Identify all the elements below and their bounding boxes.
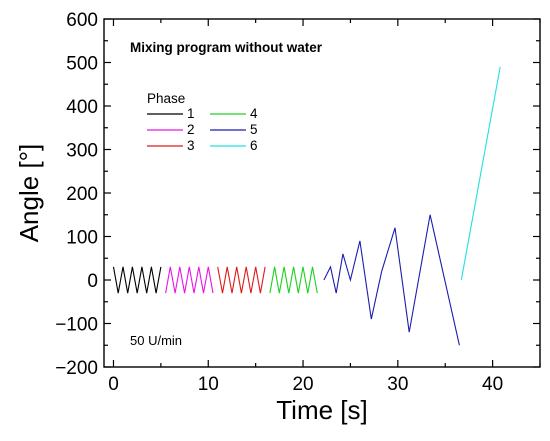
x-tick-label: 10 (198, 374, 219, 395)
x-tick-label: 20 (292, 374, 313, 395)
y-tick-label: −100 (55, 315, 98, 336)
x-tick-label: 0 (108, 374, 119, 395)
y-axis-title: Angle [°] (14, 144, 44, 243)
plot-area (103, 18, 541, 368)
legend: Phase 123 456 (147, 91, 258, 153)
y-tick-label: −200 (55, 358, 98, 379)
series-line-phase-5 (323, 214, 460, 346)
chart-annotation-speed: 50 U/min (130, 333, 182, 348)
legend-label-phase-2: 2 (187, 122, 195, 137)
y-tick-label: 300 (66, 141, 98, 162)
y-tick-label: 600 (66, 10, 98, 31)
x-tick-label: 40 (482, 374, 503, 395)
y-tick-label: 400 (66, 97, 98, 118)
series-line-phase-6 (460, 66, 501, 281)
x-tick-label: 30 (387, 374, 408, 395)
series-line-phase-4 (269, 266, 318, 294)
legend-label-phase-5: 5 (250, 122, 258, 137)
y-tick-label: 200 (66, 184, 98, 205)
legend-title: Phase (147, 91, 185, 106)
y-tick-label: 0 (87, 271, 98, 292)
series-line-phase-3 (217, 266, 266, 294)
series-line-phase-2 (165, 266, 214, 294)
chart-annotation-title: Mixing program without water (130, 40, 323, 55)
legend-label-phase-4: 4 (250, 106, 258, 121)
legend-label-phase-1: 1 (187, 106, 195, 121)
series-lines (112, 66, 501, 346)
series-line-phase-1 (112, 266, 162, 294)
axis-ticks (104, 18, 541, 368)
y-tick-label: 100 (66, 228, 98, 249)
legend-label-phase-6: 6 (250, 138, 258, 153)
y-tick-label: 500 (66, 54, 98, 75)
axis-tick-labels: 0 10 20 30 40 −200 −100 0 100 200 300 400 500 600 (55, 10, 503, 395)
x-axis-title: Time [s] (276, 395, 367, 425)
legend-label-phase-3: 3 (187, 138, 195, 153)
legend-items: 123 456 (147, 106, 258, 153)
